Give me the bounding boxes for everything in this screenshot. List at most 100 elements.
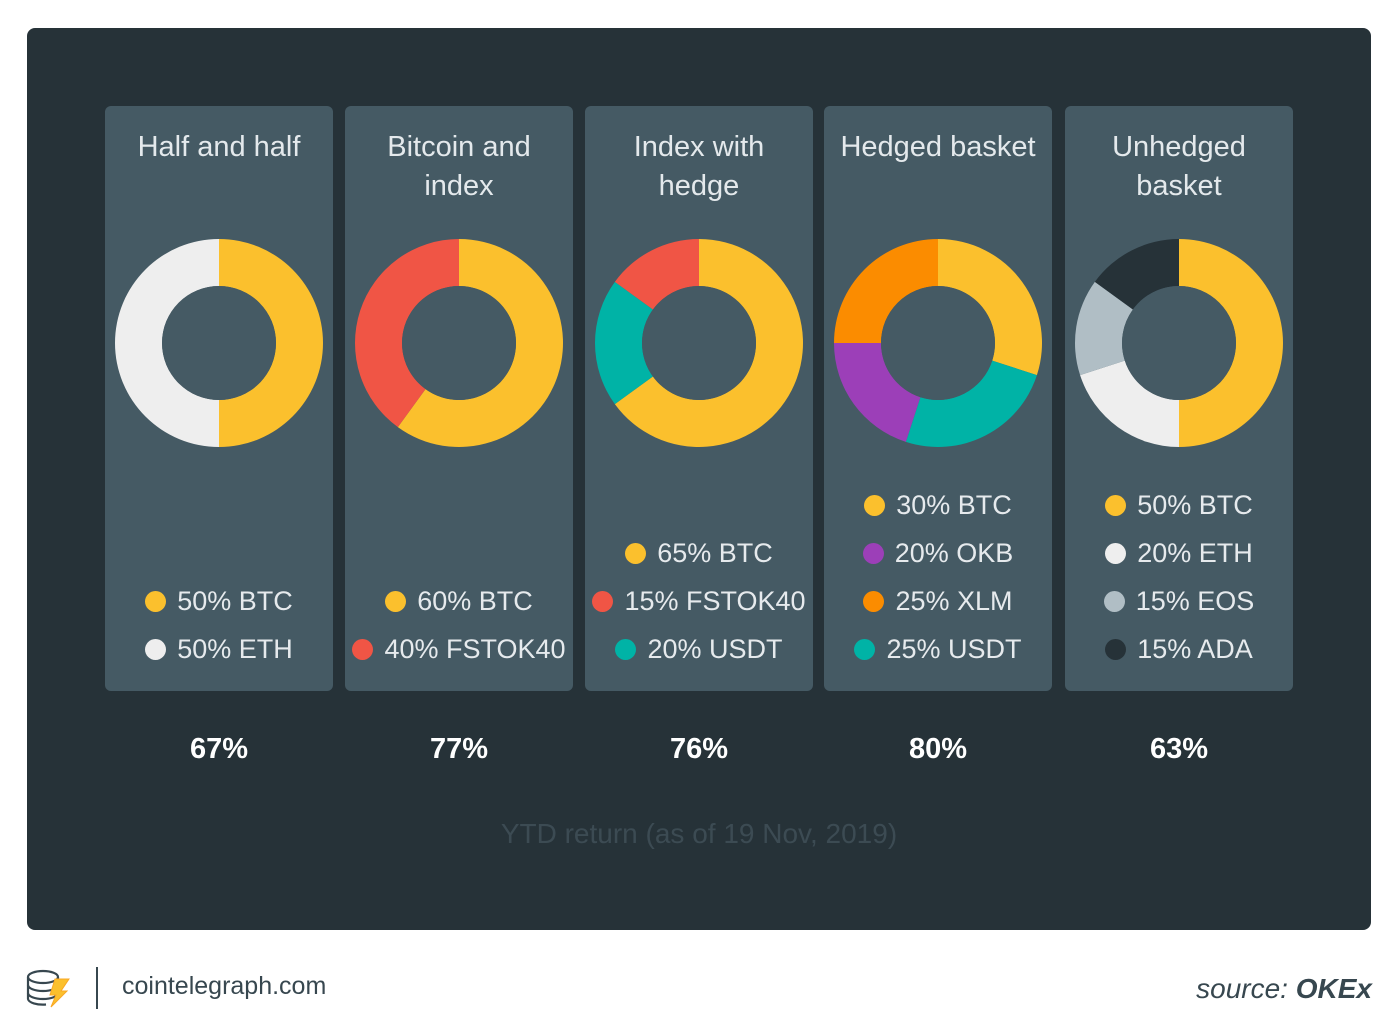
legend-label: 20% ETH <box>1137 537 1253 568</box>
donut-chart <box>1075 239 1283 447</box>
legend-dot-icon <box>625 542 647 564</box>
donut-chart <box>595 239 803 447</box>
donut-hole <box>1122 286 1236 400</box>
legend-label: 15% EOS <box>1135 585 1255 616</box>
legend-dot-icon <box>1105 638 1127 660</box>
donut-slice-eth <box>1080 360 1179 447</box>
legend-item-content: 30% BTC <box>864 490 1012 521</box>
donut-slice-usdt <box>595 281 653 405</box>
legend: 30% BTC 20% OKB 25% XLM 25% USDT <box>824 481 1052 673</box>
donut-slice-btc <box>614 239 803 447</box>
legend-dot-icon <box>592 590 614 612</box>
legend-dot-icon <box>145 590 167 612</box>
donut-slice-btc <box>1179 239 1283 447</box>
legend-item: 15% EOS <box>1103 577 1255 625</box>
legend-item: 50% BTC <box>1105 481 1253 529</box>
legend-label: 50% BTC <box>1137 489 1253 520</box>
chart-title: Index with hedge <box>633 131 765 202</box>
legend-item: 50% BTC <box>145 577 293 625</box>
ytd-return-caption: YTD return (as of 19 Nov, 2019) <box>500 818 898 849</box>
legend-item-content: 20% OKB <box>862 538 1013 569</box>
chart-panel-unhedged-basket: Unhedged basket 50% BTC 20% ETH 15% EOS 15%… <box>1065 106 1293 691</box>
ytd-return-value: 80% <box>908 733 968 765</box>
legend-label: 25% USDT <box>886 633 1022 664</box>
legend-label: 20% USDT <box>647 633 783 664</box>
chart-title: Half and half <box>137 131 301 163</box>
source-name: OKEx <box>1295 973 1372 1004</box>
donut-slice-ada <box>1094 239 1179 310</box>
legend-label: 15% ADA <box>1137 633 1253 664</box>
footer-site-link[interactable]: cointelegraph.com <box>122 972 327 1000</box>
cointelegraph-logo-icon <box>26 969 70 1008</box>
legend-item-content: 15% EOS <box>1103 585 1255 617</box>
legend-dot-icon <box>854 638 876 660</box>
legend-dot-icon <box>615 638 637 660</box>
ytd-return-value: 76% <box>669 733 729 765</box>
source-label: source: <box>1196 973 1288 1004</box>
legend-item: 60% BTC <box>385 577 533 625</box>
donut-slice-btc <box>397 239 563 447</box>
legend-item: 40% FSTOK40 <box>352 625 566 673</box>
legend-item: 50% ETH <box>145 625 293 673</box>
donut-hole <box>881 286 995 400</box>
legend-item: 25% XLM <box>863 577 1013 625</box>
legend-label: 50% ETH <box>177 633 293 664</box>
legend-item-content: 50% BTC <box>1105 490 1253 521</box>
donut-slice-eos <box>1075 281 1133 376</box>
chart-title: Unhedged basket <box>1112 131 1246 202</box>
chart-panel-half-and-half: Half and half 50% BTC 50% ETH <box>105 106 333 691</box>
legend-dot-icon <box>863 590 885 612</box>
legend-item: 65% BTC <box>625 529 773 577</box>
donut-chart <box>115 239 323 447</box>
legend-dot-icon <box>145 638 167 660</box>
legend-dot-icon <box>862 542 884 564</box>
chart-title: Hedged basket <box>840 131 1036 163</box>
donut-slice-btc <box>938 239 1042 376</box>
donut-hole <box>402 286 516 400</box>
legend-item-content: 15% FSTOK40 <box>592 585 806 617</box>
legend-item-content: 65% BTC <box>625 538 773 569</box>
donut-hole <box>162 286 276 400</box>
donut-chart <box>834 239 1042 447</box>
legend-dot-icon <box>1105 494 1127 516</box>
donut-slice-usdt <box>905 360 1037 447</box>
legend-item: 20% USDT <box>615 625 783 673</box>
legend-label: 60% BTC <box>417 585 533 616</box>
donut-slice-fstok40 <box>355 239 459 428</box>
legend-label: 25% XLM <box>895 585 1013 616</box>
legend-dot-icon <box>352 638 374 660</box>
legend-label: 65% BTC <box>657 537 773 568</box>
ytd-return-value: 77% <box>429 733 489 765</box>
legend-item: 20% OKB <box>862 529 1013 577</box>
legend-dot-icon <box>1103 590 1125 612</box>
legend: 50% BTC 50% ETH <box>105 577 333 673</box>
legend-dot-icon <box>385 590 407 612</box>
donut-slice-okb <box>834 343 921 442</box>
legend-item: 25% USDT <box>854 625 1022 673</box>
chart-panel-bitcoin-and-index: Bitcoin and index 60% BTC 40% FSTOK40 <box>345 106 573 691</box>
legend-dot-icon <box>1105 542 1127 564</box>
legend-item-content: 20% ETH <box>1105 538 1253 569</box>
legend: 65% BTC 15% FSTOK40 20% USDT <box>585 529 813 673</box>
legend-label: 50% BTC <box>177 585 293 616</box>
legend-item: 30% BTC <box>864 481 1012 529</box>
legend-item-content: 60% BTC <box>385 586 533 617</box>
legend-label: 40% FSTOK40 <box>384 633 566 664</box>
legend-item: 20% ETH <box>1105 529 1253 577</box>
legend: 60% BTC 40% FSTOK40 <box>345 577 573 673</box>
legend-label: 30% BTC <box>896 489 1012 520</box>
legend-item-content: 20% USDT <box>615 633 783 665</box>
legend-item-content: 50% ETH <box>145 634 293 665</box>
chart-panel-index-with-hedge: Index with hedge 65% BTC 15% FSTOK40 20% U… <box>585 106 813 691</box>
donut-slice-eth <box>115 239 219 447</box>
ytd-return-value: 63% <box>1149 733 1209 765</box>
donut-slice-fstok40 <box>614 239 699 310</box>
legend-item: 15% ADA <box>1105 625 1253 673</box>
legend-item-content: 50% BTC <box>145 586 293 617</box>
legend-item-content: 15% ADA <box>1105 634 1253 665</box>
legend: 50% BTC 20% ETH 15% EOS 15% ADA <box>1065 481 1293 673</box>
donut-hole <box>642 286 756 400</box>
legend-item-content: 25% USDT <box>854 633 1022 665</box>
legend-label: 15% FSTOK40 <box>624 585 806 616</box>
chart-panel-hedged-basket: Hedged basket 30% BTC 20% OKB 25% XLM 25% U… <box>824 106 1052 691</box>
